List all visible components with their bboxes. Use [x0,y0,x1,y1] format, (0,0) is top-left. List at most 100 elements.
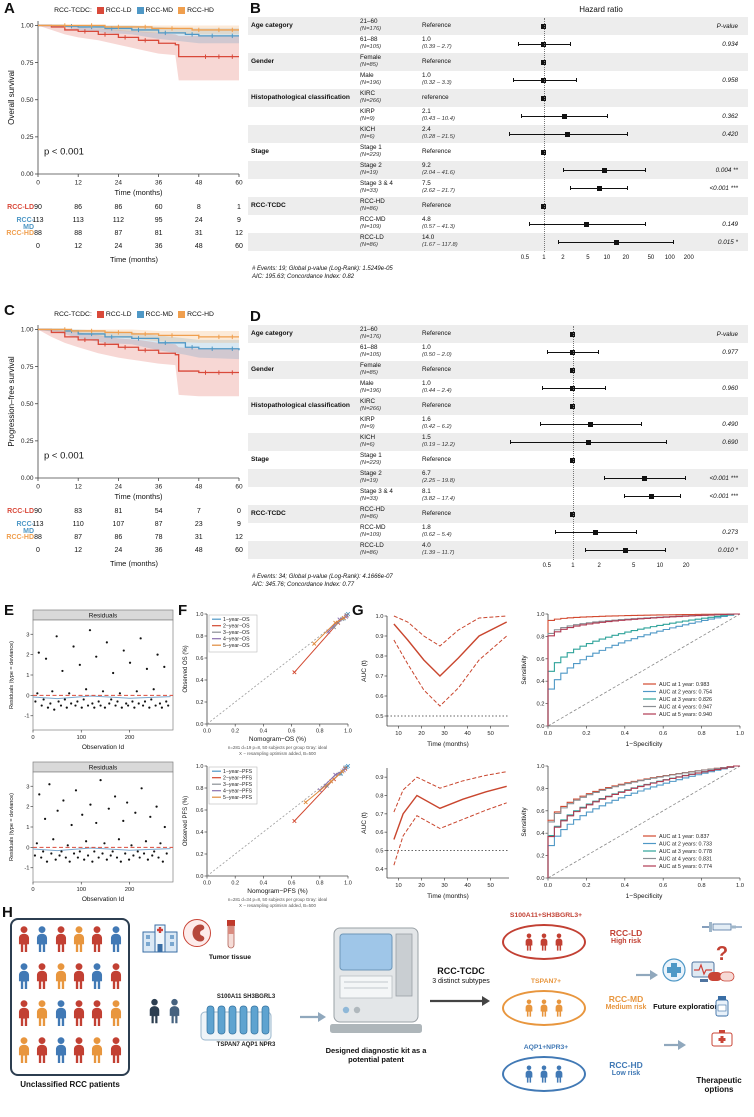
svg-text:0.5: 0.5 [375,849,383,855]
svg-text:Overall survival: Overall survival [7,70,16,125]
svg-text:AUC at 3 years: 0.778: AUC at 3 years: 0.778 [659,849,712,855]
person-icon [15,925,33,958]
panel-label-g: G [352,602,364,619]
calibration-pfs-plot: 0.0 0.0 0.2 0.2 0.4 0.4 0.6 0.6 0.8 0.8 1.0 1.0 1−ye… [180,760,356,915]
svg-text:200: 200 [125,735,135,741]
forest-row: KICH (N=6) 1.5 (0.19 – 12.2) 0.690 [248,433,748,451]
svg-text:Observed PFS (%): Observed PFS (%) [183,796,189,846]
svg-text:36: 36 [155,484,163,491]
svg-text:0.4: 0.4 [375,867,384,873]
km-legend-title: RCC-TCDC: [54,310,92,318]
svg-text:1.0: 1.0 [196,764,204,770]
person-icon [107,962,125,995]
svg-text:AUC at 2 years: 0.733: AUC at 2 years: 0.733 [659,842,712,848]
svg-text:AUC (t): AUC (t) [361,812,368,834]
forest-row: Stage Stage 1 (N=229) Reference [248,451,748,469]
svg-text:4−year−OS: 4−year−OS [223,637,250,643]
medical-icons [660,954,720,1003]
subtype-genes-label: TSPAN7+ [530,978,562,985]
svg-text:0.2: 0.2 [231,881,239,887]
svg-text:Nomogram−PFS (%): Nomogram−PFS (%) [247,888,308,895]
svg-text:0.0: 0.0 [544,883,552,889]
person-icon [33,925,51,958]
svg-text:0.0: 0.0 [196,722,204,728]
panel-residuals: Residuals -1 0 1 2 3 0 100 200 Observation Id Resi… [6,608,178,910]
forest-row: Age category 21–60 (N=176) Reference P-value [248,17,748,35]
svg-text:0.4: 0.4 [536,831,545,837]
svg-text:100: 100 [76,887,86,893]
svg-text:0.4: 0.4 [260,881,268,887]
svg-text:24: 24 [115,484,123,491]
legend-item: RCC-MD [136,310,173,318]
svg-text:12: 12 [75,484,83,491]
legend-item: RCC-MD [136,6,173,14]
auc-time-os-plot: 0.5 0.6 0.7 0.8 0.9 1.0 10 20 30 40 50 Time (months… [358,608,516,763]
svg-text:AUC at 1 year: 0.983: AUC at 1 year: 0.983 [659,682,709,688]
svg-text:0.6: 0.6 [288,729,296,735]
forest-row: Male (N=196) 1.0 (0.32 – 3.3) 0.958 [360,72,738,87]
patients-caption: Unclassified RCC patients [20,1080,120,1089]
svg-text:1.0: 1.0 [375,614,383,620]
forest-row: Stage 3 & 4 (N=33) 7.5 (2.62 – 21.7) <0.001 … [360,180,738,195]
panel-km-overall-survival: RCC-TCDC: RCC-LD RCC-MD RCC-HD 1.00 0.75 0.50… [6,4,246,304]
svg-text:X − resampling optimism added,: X − resampling optimism added, B=500 [239,903,316,908]
svg-text:0.8: 0.8 [698,883,706,889]
panel-label-d: D [250,308,261,325]
svg-text:3−year−OS: 3−year−OS [223,630,250,636]
person-icon [70,999,88,1032]
svg-text:0: 0 [31,887,34,893]
panel-schematic: Unclassified RCC patients Tumor tissue S… [0,910,754,1117]
svg-text:Progression–free survival: Progression–free survival [7,356,16,446]
forest-row: Histopathological classification KIRC (N=2… [248,397,748,415]
forest-row: RCC-MD (N=109) 1.8 (0.62 – 5.4) 0.273 [360,524,738,539]
svg-text:0: 0 [36,484,40,491]
svg-text:0.7: 0.7 [375,674,383,680]
risk-table-row: RCC-HD 88 88 87 81 31 12 [6,230,243,237]
svg-text:5−year−OS: 5−year−OS [223,643,250,649]
person-icon [70,925,88,958]
forest-row: Stage 2 (N=19) 9.2 (2.04 – 41.6) 0.004 ** [248,161,748,179]
risk-table-row: RCC-MD 113 113 112 95 24 9 [16,217,241,231]
svg-text:0.0: 0.0 [536,876,544,882]
svg-text:0.50: 0.50 [21,97,34,104]
km-pfs-risk-table: RCC-LD 90 83 81 54 7 0 RCC-MD 113 110 107 87 23 9 RCC-… [6,507,246,568]
svg-text:0.4: 0.4 [196,678,204,684]
svg-text:Residuals (type = deviance): Residuals (type = deviance) [9,641,15,709]
risk-xlabel: Time (months) [109,255,159,264]
svg-text:p < 0.001: p < 0.001 [44,451,84,462]
svg-text:0.8: 0.8 [316,881,324,887]
auc-time-pfs-plot: 0.4 0.5 0.6 0.7 0.8 0.9 10 20 30 40 50 Time (months… [358,760,516,915]
arrow-right-icon [300,1010,326,1028]
panel-forest-pfs: Age category 21–60 (N=176) Reference P-value… [248,312,750,606]
svg-text:0.8: 0.8 [698,731,706,737]
svg-text:0.0: 0.0 [544,731,552,737]
svg-text:1.00: 1.00 [21,327,34,334]
forest-row: Stage 2 (N=19) 6.7 (2.25 – 19.8) <0.001 *** [248,469,748,487]
forest-row: Histopathological classification KIRC (N=2… [248,89,748,107]
kidney-icon [182,918,212,953]
subtype-genes-label: AQP1+NPR3+ [523,1044,569,1051]
person-icon [15,999,33,1032]
panel-calibration: 0.0 0.0 0.2 0.2 0.4 0.4 0.6 0.6 0.8 0.8 1.0 1.0 1−ye… [180,608,356,910]
svg-text:0.4: 0.4 [621,731,630,737]
risk-axis: 0 12 24 36 48 60 [36,243,243,250]
svg-text:-1: -1 [24,866,29,872]
svg-text:Nomogram−OS (%): Nomogram−OS (%) [249,736,306,743]
panel-km-progression-free-survival: RCC-TCDC: RCC-LD RCC-MD RCC-HD 1.00 0.75 0.50… [6,308,246,606]
medicine-bottle-icon [714,994,730,1023]
svg-text:1: 1 [26,825,29,831]
subtypes-count-label: 3 distinct subtypes [432,978,490,985]
svg-text:1.0: 1.0 [736,883,744,889]
subtype-risk-label: RCC-LD High risk [609,928,643,945]
svg-text:Observation Id: Observation Id [82,744,125,751]
svg-text:0.4: 0.4 [621,883,630,889]
panel-forest-os: Hazard ratio Age category 21–60 (N=176) Refe… [248,4,750,306]
svg-text:0.4: 0.4 [536,679,545,685]
svg-text:1.00: 1.00 [21,23,34,30]
svg-text:0.75: 0.75 [21,364,34,371]
patients-grid [15,925,125,1069]
svg-text:3: 3 [26,784,29,790]
svg-text:0.2: 0.2 [582,883,590,889]
svg-text:0.6: 0.6 [659,731,667,737]
